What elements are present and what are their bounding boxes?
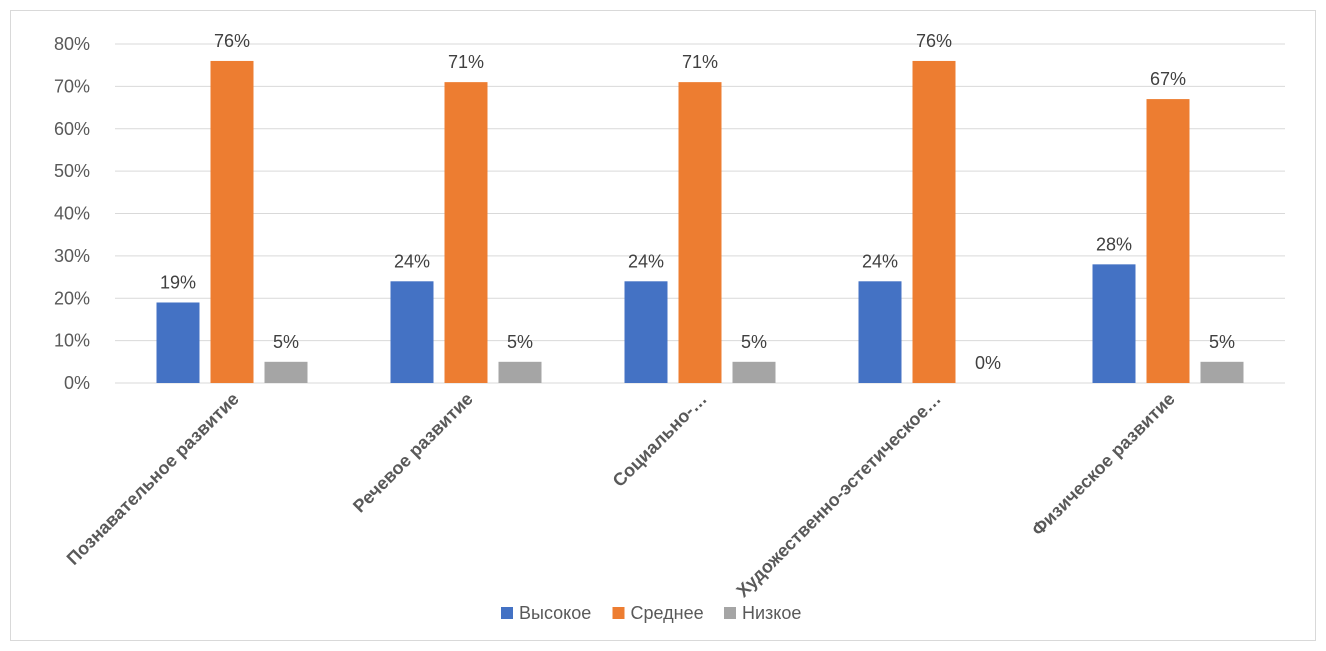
data-label: 5%: [273, 332, 299, 352]
data-label: 24%: [628, 251, 664, 271]
data-label: 0%: [975, 353, 1001, 373]
bar: [264, 361, 308, 383]
legend-swatch: [501, 607, 513, 619]
bar: [858, 281, 902, 383]
category-label: Социально-…: [609, 389, 711, 491]
bar: [1092, 264, 1136, 383]
legend-item: Высокое: [501, 603, 591, 623]
legend-swatch: [724, 607, 736, 619]
y-tick-label: 20%: [54, 288, 90, 308]
y-tick-label: 30%: [54, 246, 90, 266]
y-tick-label: 60%: [54, 119, 90, 139]
data-label: 71%: [448, 52, 484, 72]
bar: [444, 82, 488, 383]
data-label: 19%: [160, 272, 196, 292]
y-tick-label: 50%: [54, 161, 90, 181]
bar: [732, 361, 776, 383]
data-label: 28%: [1096, 234, 1132, 254]
bar: [210, 60, 254, 383]
category-label: Художественно-эстетическое…: [732, 389, 944, 601]
legend-swatch: [612, 607, 625, 619]
bars: [156, 60, 1244, 384]
y-axis-ticks: 0% 10% 20% 30% 40% 50% 60% 70% 80%: [54, 34, 90, 393]
data-label: 5%: [741, 332, 767, 352]
category-label: Речевое развитие: [349, 389, 477, 517]
data-label: 76%: [916, 31, 952, 51]
data-label: 5%: [1209, 332, 1235, 352]
y-tick-label: 10%: [54, 331, 90, 351]
category-label: Познавательное развитие: [63, 389, 243, 569]
legend-label: Низкое: [742, 603, 801, 623]
data-labels: 19% 76% 5% 24% 71% 5% 24% 71% 5% 24% 76% 0% 28% 67% 5%: [160, 31, 1235, 373]
data-label: 5%: [507, 332, 533, 352]
bar: [624, 281, 668, 383]
bar: [1146, 99, 1190, 384]
y-tick-label: 70%: [54, 76, 90, 96]
data-label: 76%: [214, 31, 250, 51]
bar: [678, 82, 722, 383]
data-label: 24%: [862, 251, 898, 271]
y-tick-label: 40%: [54, 204, 90, 224]
bar: [156, 302, 200, 383]
y-tick-label: 80%: [54, 34, 90, 54]
legend-label: Высокое: [519, 603, 591, 623]
data-label: 24%: [394, 251, 430, 271]
bar: [390, 281, 434, 383]
legend: Высокое Среднее Низкое: [501, 603, 801, 623]
legend-label: Среднее: [631, 603, 704, 623]
category-label: Физическое развитие: [1028, 389, 1179, 540]
bar: [1200, 361, 1244, 383]
data-label: 71%: [682, 52, 718, 72]
legend-item: Среднее: [612, 603, 704, 623]
x-axis-categories: Познавательное развитие Речевое развитие С…: [63, 389, 1179, 601]
legend-item: Низкое: [724, 603, 801, 623]
y-tick-label: 0%: [64, 373, 90, 393]
data-label: 67%: [1150, 69, 1186, 89]
bar: [498, 361, 542, 383]
bar: [912, 60, 956, 383]
